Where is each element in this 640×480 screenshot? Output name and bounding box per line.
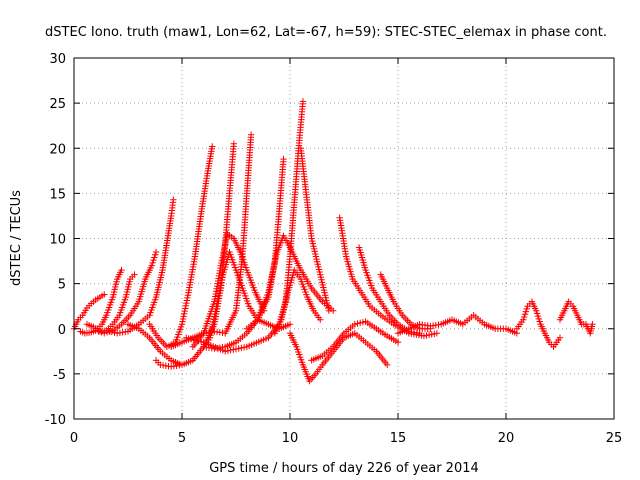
data-point (534, 312, 542, 320)
y-tick-label: 0 (58, 323, 66, 338)
data-point (149, 259, 156, 267)
data-point (520, 316, 527, 323)
data-point (150, 256, 157, 264)
x-tick-label: 0 (70, 431, 78, 446)
axis-ticks: 0 5 10 15 20 25 -10 -5 0 5 10 15 20 25 30 (45, 52, 623, 446)
data-point (101, 291, 108, 298)
data-point (247, 131, 255, 138)
data-point (235, 345, 242, 352)
data-point (325, 307, 333, 314)
data-point (238, 344, 245, 352)
data-point (556, 334, 564, 341)
data-point (535, 315, 543, 323)
data-point (232, 345, 240, 353)
x-tick-label: 5 (178, 431, 186, 446)
y-tick-label: -5 (53, 368, 66, 383)
data-point (522, 308, 530, 315)
data-point (299, 98, 307, 105)
y-tick-label: 30 (49, 52, 66, 67)
data-point (224, 347, 232, 354)
x-tick-label: 20 (498, 431, 515, 446)
data-point (111, 329, 118, 336)
y-tick-label: 15 (49, 187, 66, 202)
data-point (521, 311, 529, 318)
data-point (357, 319, 364, 327)
x-tick-label: 15 (390, 431, 407, 446)
y-tick-label: 25 (49, 97, 66, 112)
data-point (240, 344, 248, 351)
data-points (70, 98, 596, 385)
y-tick-label: -10 (45, 413, 66, 428)
data-point (351, 321, 358, 328)
data-point (317, 316, 324, 323)
data-point (533, 307, 540, 314)
data-point (152, 251, 159, 258)
y-tick-label: 5 (58, 278, 66, 293)
data-point (536, 318, 543, 325)
data-point (92, 327, 99, 334)
data-point (222, 348, 229, 355)
data-point (394, 339, 402, 346)
data-point (286, 321, 294, 328)
y-axis-label: dSTEC / TECUs (9, 190, 24, 286)
data-point (103, 327, 110, 334)
x-axis-label: GPS time / hours of day 226 of year 2014 (209, 461, 479, 476)
data-point (589, 321, 596, 328)
data-point (359, 319, 367, 326)
data-point (433, 330, 441, 337)
data-point (118, 266, 125, 274)
y-tick-label: 10 (49, 233, 66, 248)
data-point (152, 248, 160, 256)
data-point (105, 328, 113, 335)
data-point (230, 346, 237, 353)
data-point (523, 305, 530, 313)
data-point (354, 320, 361, 327)
grid (74, 58, 614, 419)
x-tick-label: 10 (282, 431, 299, 446)
data-point (98, 329, 105, 336)
data-point (230, 140, 238, 147)
chart-title: dSTEC Iono. truth (maw1, Lon=62, Lat=-67… (45, 25, 607, 40)
data-point (520, 313, 528, 321)
data-point (108, 328, 115, 336)
data-point (280, 155, 287, 163)
data-point (533, 310, 541, 317)
y-tick-label: 20 (49, 142, 66, 157)
data-point (227, 346, 234, 354)
data-point (131, 271, 138, 278)
data-point (209, 143, 216, 150)
data-point (148, 262, 155, 269)
x-tick-label: 25 (606, 431, 623, 446)
data-point (95, 328, 102, 335)
data-point (170, 196, 177, 203)
data-point (151, 254, 158, 261)
data-point (384, 361, 391, 369)
